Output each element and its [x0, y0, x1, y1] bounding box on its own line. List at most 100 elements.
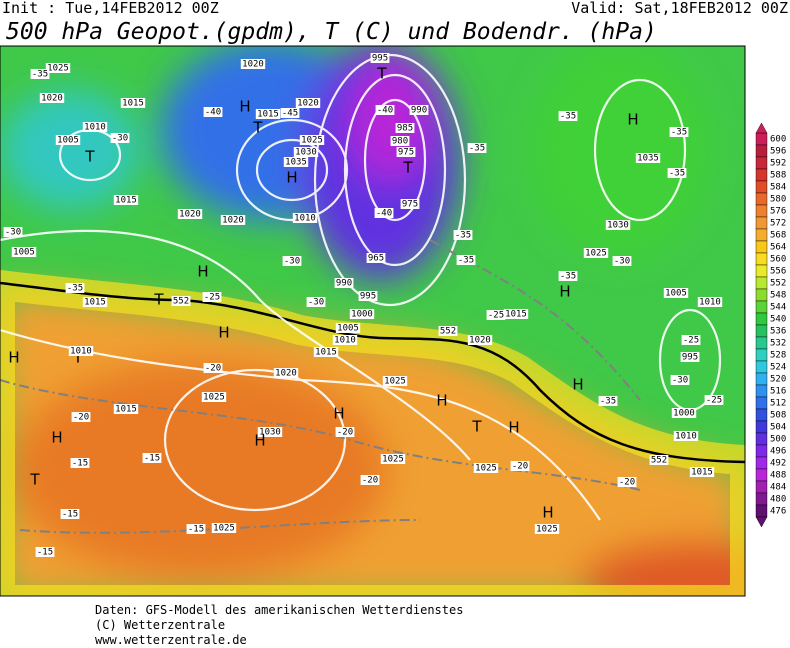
pressure-center: T [84, 148, 95, 166]
label-box [510, 461, 530, 471]
label-box [55, 135, 81, 145]
colorbar-swatch [755, 252, 768, 266]
contour-label: 552 [440, 327, 456, 337]
label-box [3, 227, 23, 237]
contour-label: 1015 [691, 468, 713, 478]
contour-label: 995 [682, 353, 698, 363]
colorbar-swatch [755, 480, 768, 494]
contour-label: 995 [360, 292, 376, 302]
contour-label: 1025 [203, 393, 225, 403]
label-box [670, 375, 690, 385]
colorbar-label: 544 [770, 303, 786, 313]
colorbar-label: 496 [770, 447, 786, 457]
label-box [283, 157, 309, 167]
label-box [142, 453, 162, 463]
contour-label: -25 [204, 293, 220, 303]
contour-label: -20 [337, 428, 353, 438]
contour-label: 1025 [301, 136, 323, 146]
contour-label: -20 [205, 364, 221, 374]
contour-label: -40 [205, 108, 221, 118]
label-box [374, 208, 394, 218]
map-frame [0, 45, 746, 597]
label-box [292, 213, 318, 223]
label-box [202, 292, 222, 302]
label-box [335, 427, 355, 437]
colorbar-swatch [755, 432, 768, 446]
label-box [612, 256, 632, 266]
contour-label: -25 [706, 396, 722, 406]
colorbar-label: 580 [770, 195, 786, 205]
label-box [605, 220, 631, 230]
pressure-center: T [252, 119, 263, 137]
label-box [558, 271, 578, 281]
contour-label: 1035 [637, 154, 659, 164]
label-box [669, 127, 689, 137]
colorbar-label: 524 [770, 363, 786, 373]
contour-label: -20 [362, 476, 378, 486]
contour-label: -35 [455, 231, 471, 241]
colorbar-swatch [755, 504, 768, 518]
colorbar-swatch [755, 240, 768, 254]
colorbar-label: 576 [770, 207, 786, 217]
colorbar-swatch [755, 468, 768, 482]
contour-label: 1015 [315, 348, 337, 358]
contour-label: -35 [669, 169, 685, 179]
label-box [120, 98, 146, 108]
contour-label: -35 [671, 128, 687, 138]
contour-label: -15 [62, 510, 78, 520]
label-box [220, 215, 246, 225]
colorbar-swatch [755, 360, 768, 374]
colorbar-swatch [755, 444, 768, 458]
colorbar-label: 516 [770, 387, 786, 397]
contour-label: 1020 [179, 210, 201, 220]
contour-label: 1000 [673, 409, 695, 419]
label-box [680, 352, 700, 362]
label-box [313, 347, 339, 357]
colorbar-label: 520 [770, 375, 786, 385]
label-box [689, 467, 715, 477]
contour-label: 1015 [257, 110, 279, 120]
contour-label: 1025 [382, 455, 404, 465]
pressure-center: T [471, 418, 482, 436]
label-box [65, 283, 85, 293]
label-box [45, 63, 71, 73]
pressure-center: H [436, 392, 447, 410]
colorbar-label: 572 [770, 219, 786, 229]
colorbar-swatch [755, 348, 768, 362]
map-area [0, 46, 745, 596]
colorbar-label: 528 [770, 351, 786, 361]
contour-label: 1010 [70, 347, 92, 357]
colorbar-swatch [755, 204, 768, 218]
contour-label: 1020 [469, 336, 491, 346]
label-box [71, 412, 91, 422]
footer-line: Daten: GFS-Modell des amerikanischen Wet… [95, 603, 463, 617]
label-box [400, 199, 420, 209]
pressure-center: T [402, 159, 413, 177]
contour-label: -20 [619, 478, 635, 488]
label-box [240, 59, 266, 69]
contour-label: 1010 [294, 214, 316, 224]
colorbar-swatch [755, 192, 768, 206]
contour-label: 1005 [337, 324, 359, 334]
label-box [203, 107, 223, 117]
colorbar-swatch [755, 180, 768, 194]
label-box [438, 326, 458, 336]
colorbar-swatch [755, 276, 768, 290]
label-box [667, 168, 687, 178]
colorbar-label: 600 [770, 135, 786, 145]
pressure-center: H [218, 324, 229, 342]
label-box [171, 296, 191, 306]
label-box [473, 463, 499, 473]
contour-label: 975 [398, 148, 414, 158]
pressure-center: H [197, 263, 208, 281]
label-box [375, 105, 395, 115]
contour-label: 1025 [475, 464, 497, 474]
colorbar-label: 596 [770, 147, 786, 157]
colorbar-label: 584 [770, 183, 786, 193]
pressure-center: T [376, 65, 387, 83]
pressure-center: H [627, 111, 638, 129]
colorbar-swatch [755, 264, 768, 278]
